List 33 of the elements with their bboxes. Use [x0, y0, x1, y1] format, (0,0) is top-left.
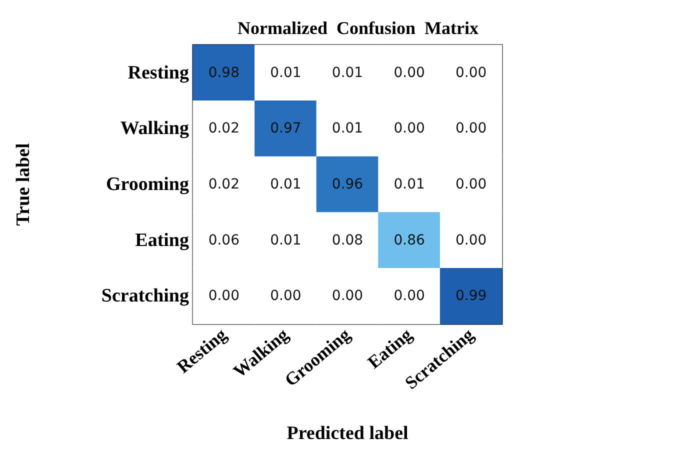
- x-axis-title: Predicted label: [286, 423, 408, 444]
- data-label: 0.99: [456, 288, 487, 304]
- chart-title: Normalized Confusion Matrix: [238, 18, 478, 38]
- data-label: 0.00: [456, 232, 487, 248]
- data-label: 0.00: [456, 64, 487, 81]
- data-label: 0.02: [208, 120, 240, 137]
- y-axis-title: True label: [13, 143, 34, 226]
- data-label: 0.00: [394, 120, 425, 137]
- data-label: 0.00: [456, 176, 487, 192]
- y-tick-label: Eating: [135, 230, 190, 251]
- data-label: 0.00: [270, 288, 302, 304]
- data-label: 0.01: [332, 64, 364, 81]
- data-label: 0.00: [332, 288, 364, 304]
- y-tick-label: Resting: [128, 62, 190, 84]
- data-label: 0.86: [394, 232, 425, 248]
- data-label: 0.01: [270, 232, 302, 248]
- y-tick-label: Walking: [120, 118, 190, 140]
- data-label: 0.00: [394, 288, 425, 304]
- data-label: 0.08: [332, 232, 364, 248]
- data-label: 0.01: [332, 120, 364, 137]
- y-tick-label: Scratching: [101, 286, 190, 307]
- data-label: 0.00: [208, 288, 240, 304]
- data-label: 0.01: [270, 176, 302, 192]
- data-label: 0.98: [208, 64, 240, 81]
- data-label: 0.01: [394, 176, 425, 192]
- data-label: 0.06: [208, 232, 240, 248]
- data-label: 0.02: [208, 176, 240, 192]
- data-label: 0.96: [332, 176, 364, 192]
- y-tick-label: Grooming: [106, 174, 190, 195]
- data-label: 0.01: [270, 64, 302, 81]
- data-label: 0.97: [270, 120, 302, 137]
- data-label: 0.00: [456, 120, 487, 137]
- data-label: 0.00: [394, 64, 425, 81]
